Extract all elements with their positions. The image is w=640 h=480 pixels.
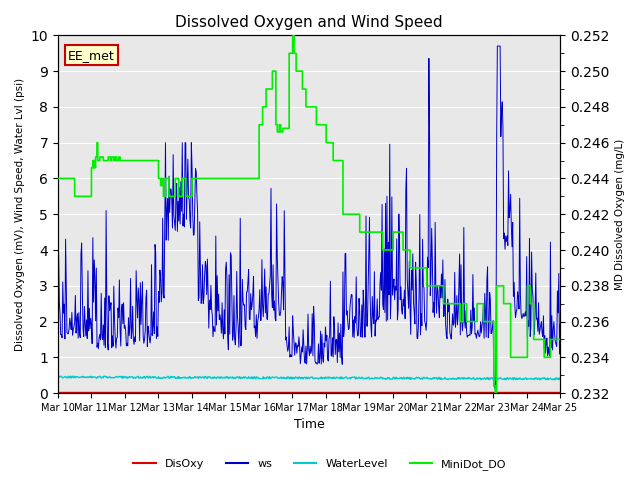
Legend: DisOxy, ws, WaterLevel, MiniDot_DO: DisOxy, ws, WaterLevel, MiniDot_DO	[129, 455, 511, 474]
X-axis label: Time: Time	[294, 419, 324, 432]
Y-axis label: Dissolved Oxygen (mV), Wind Speed, Water Lvl (psi): Dissolved Oxygen (mV), Wind Speed, Water…	[15, 78, 25, 351]
Title: Dissolved Oxygen and Wind Speed: Dissolved Oxygen and Wind Speed	[175, 15, 443, 30]
Text: EE_met: EE_met	[68, 48, 115, 61]
Y-axis label: MD Dissolved Oxygen (mg/L): MD Dissolved Oxygen (mg/L)	[615, 139, 625, 290]
